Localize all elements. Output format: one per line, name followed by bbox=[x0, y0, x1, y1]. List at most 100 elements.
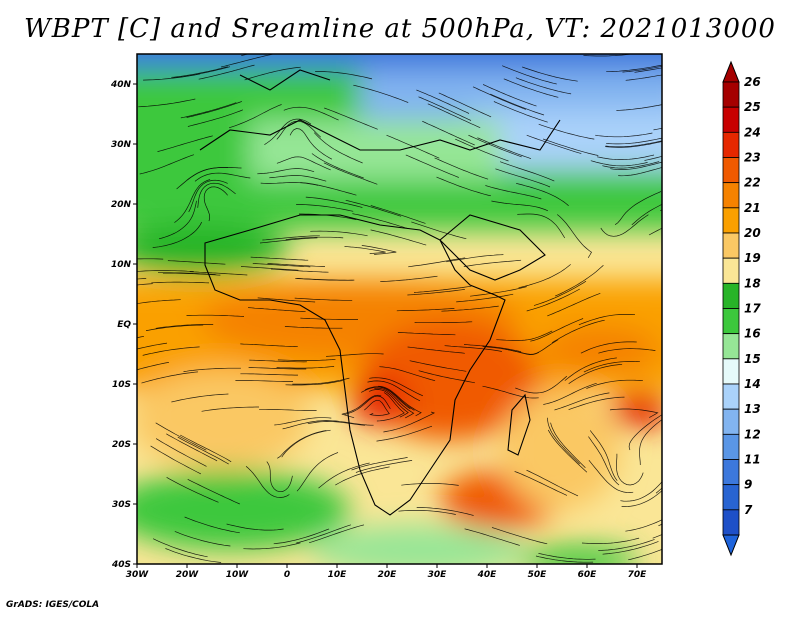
wbpt-field bbox=[137, 54, 662, 564]
streamline bbox=[137, 362, 169, 371]
streamline bbox=[240, 373, 298, 376]
lat-tick-label: 30N bbox=[111, 140, 132, 150]
colorbar-label: 11 bbox=[744, 453, 761, 467]
colorbar-swatch bbox=[722, 308, 740, 335]
streamline bbox=[472, 86, 527, 110]
streamline bbox=[364, 399, 390, 416]
streamline bbox=[409, 360, 467, 372]
streamline bbox=[490, 93, 545, 116]
streamline bbox=[418, 370, 475, 384]
streamline bbox=[590, 160, 648, 167]
colorbar-label: 9 bbox=[744, 478, 752, 492]
map-frame bbox=[136, 53, 663, 565]
streamline bbox=[145, 324, 204, 331]
streamline bbox=[380, 275, 438, 283]
streamline bbox=[538, 123, 595, 140]
streamline bbox=[167, 260, 226, 265]
colorbar-swatch bbox=[722, 333, 740, 360]
streamline bbox=[499, 161, 555, 182]
streamline bbox=[324, 107, 378, 130]
streamline bbox=[518, 264, 571, 289]
streamline bbox=[444, 345, 502, 352]
streamline bbox=[550, 422, 586, 468]
streamline bbox=[547, 429, 588, 473]
axis-ticks: 30W 20W 10W 0 10E 20E 30E 40E 50E 60E 70E 40N 30N 20N… bbox=[110, 80, 647, 580]
streamline bbox=[526, 288, 580, 312]
streamline bbox=[228, 104, 282, 129]
streamline bbox=[658, 523, 662, 527]
streamline bbox=[162, 272, 221, 276]
streamline bbox=[276, 156, 331, 171]
map-title: WBPT [C] and Sreamline at 500hPa, VT: 20… bbox=[24, 14, 776, 44]
colorbar-swatch bbox=[722, 459, 740, 486]
lon-tick-label: 50E bbox=[528, 570, 548, 580]
streamline bbox=[171, 66, 228, 78]
streamline bbox=[416, 89, 470, 114]
streamline bbox=[158, 200, 197, 240]
lon-tick-label: 10E bbox=[328, 570, 348, 580]
streamline bbox=[267, 263, 326, 267]
streamline bbox=[138, 98, 196, 108]
streamline bbox=[157, 135, 213, 152]
streamline bbox=[596, 154, 655, 160]
streamline bbox=[250, 256, 309, 261]
lat-tick-label: 30S bbox=[112, 500, 131, 510]
streamline bbox=[583, 54, 635, 57]
streamline bbox=[284, 326, 343, 329]
streamline bbox=[315, 71, 373, 80]
streamline bbox=[257, 297, 316, 303]
streamline bbox=[137, 270, 194, 272]
lon-tick-label: 60E bbox=[578, 570, 598, 580]
streamline bbox=[300, 317, 358, 320]
streamline bbox=[416, 507, 474, 516]
streamline bbox=[413, 285, 472, 293]
credit-label: GrADS: IGES/COLA bbox=[6, 600, 100, 610]
colorbar-swatch bbox=[722, 408, 740, 435]
colorbar-label: 13 bbox=[744, 402, 761, 416]
streamline bbox=[379, 366, 436, 382]
streamline bbox=[367, 380, 421, 402]
colorbar-swatch bbox=[722, 81, 740, 108]
streamline bbox=[183, 367, 241, 372]
streamline bbox=[411, 221, 467, 240]
streamline bbox=[526, 134, 582, 154]
streamline bbox=[244, 66, 301, 81]
lon-tick-label: 30W bbox=[126, 570, 150, 580]
lon-tick-label: 0 bbox=[284, 570, 290, 580]
streamline bbox=[446, 254, 504, 263]
streamline bbox=[583, 361, 640, 373]
streamline bbox=[468, 134, 522, 158]
streamline bbox=[408, 257, 466, 268]
colorbar-label: 14 bbox=[744, 377, 761, 391]
streamline bbox=[514, 471, 568, 496]
streamline bbox=[542, 138, 599, 156]
streamline bbox=[203, 186, 228, 222]
streamline bbox=[503, 78, 559, 98]
streamline bbox=[586, 379, 643, 389]
lat-tick-label: 40S bbox=[111, 560, 131, 570]
lat-tick-label: 20S bbox=[112, 440, 131, 450]
streamline bbox=[455, 138, 509, 162]
colorbar-label: 16 bbox=[744, 327, 761, 341]
streamline bbox=[515, 375, 568, 394]
colorbar-swatch bbox=[722, 131, 740, 158]
colorbar-below-arrow bbox=[722, 534, 740, 557]
streamline bbox=[580, 341, 637, 354]
colorbar-above-arrow bbox=[722, 60, 740, 83]
streamline bbox=[581, 537, 640, 544]
colorbar-label: 15 bbox=[744, 352, 761, 366]
streamline bbox=[194, 172, 251, 182]
streamline bbox=[137, 299, 181, 304]
streamline bbox=[515, 77, 572, 95]
colorbar-label: 7 bbox=[744, 503, 753, 517]
streamline bbox=[538, 552, 596, 560]
streamline bbox=[401, 483, 459, 486]
map-area bbox=[137, 54, 662, 564]
streamline bbox=[259, 408, 317, 411]
streamline bbox=[264, 118, 312, 145]
streamline bbox=[470, 286, 527, 297]
streamline bbox=[660, 209, 662, 212]
streamline bbox=[526, 469, 579, 497]
streamline bbox=[588, 459, 634, 493]
streamline bbox=[248, 367, 307, 370]
